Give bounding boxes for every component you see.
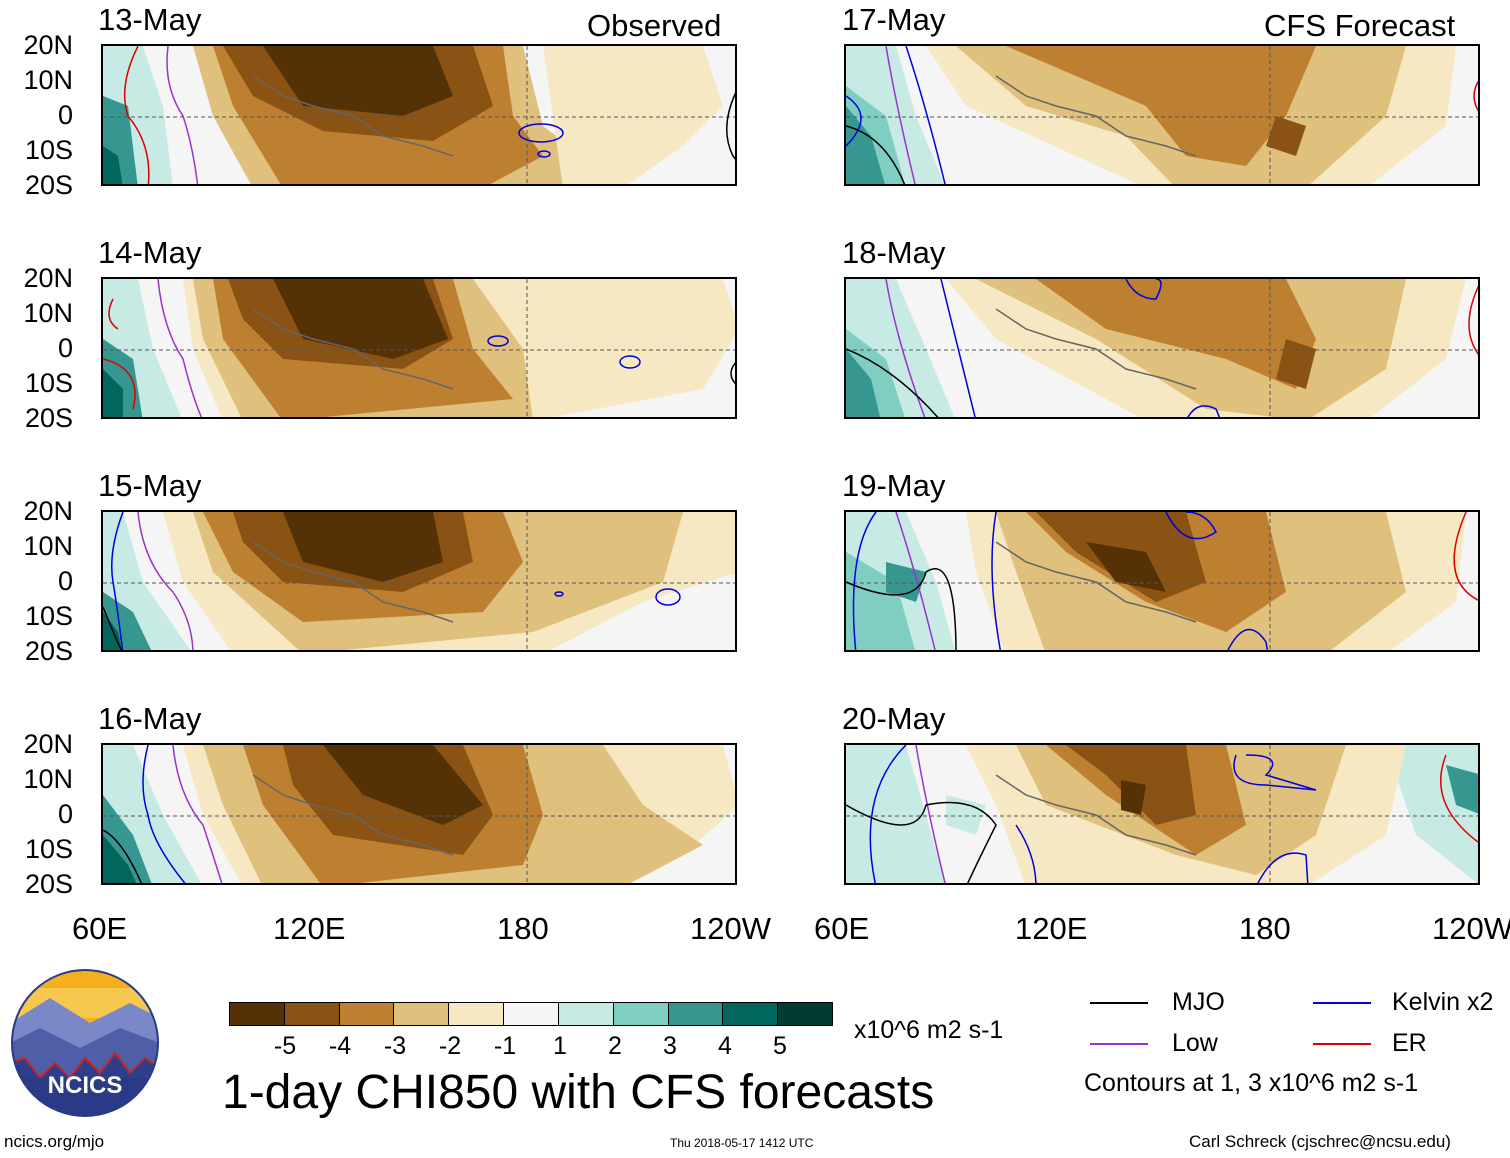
lat-label: 0	[57, 799, 73, 829]
colorbar-units: x10^6 m2 s-1	[854, 1016, 1004, 1044]
colorbar-label: -5	[273, 1032, 297, 1060]
panel-date: 14-May	[98, 235, 202, 270]
panel-date: 17-May	[842, 2, 946, 37]
lat-label: 0	[57, 333, 73, 363]
colorbar-swatch	[668, 1003, 724, 1025]
lon-label: 60E	[814, 911, 870, 946]
colorbar-label: 1	[553, 1032, 567, 1060]
colorbar-label: 2	[608, 1032, 622, 1060]
colorbar-swatch	[504, 1003, 559, 1025]
colorbar-label: 4	[718, 1032, 732, 1060]
lon-label: 180	[1239, 911, 1291, 946]
lat-label: 10S	[24, 135, 73, 165]
lat-label: 20S	[24, 403, 73, 433]
map-panel	[844, 743, 1480, 885]
colorbar-swatch	[394, 1003, 450, 1025]
lon-label: 60E	[72, 911, 128, 946]
colorbar-swatch	[230, 1003, 285, 1025]
legend-line-mjo	[1090, 1002, 1148, 1004]
map-panel	[101, 277, 737, 419]
colorbar-label: -4	[328, 1032, 352, 1060]
map-panel	[844, 44, 1480, 186]
legend-line-low	[1090, 1043, 1148, 1045]
lon-label: 180	[497, 911, 549, 946]
colorbar-swatch	[723, 1003, 779, 1025]
lat-label: 20S	[24, 636, 73, 666]
colorbar-swatch	[449, 1003, 505, 1025]
lat-label: 10N	[23, 764, 73, 794]
lat-label: 20N	[23, 729, 73, 759]
panel-date: 13-May	[98, 2, 202, 37]
ncics-logo: NCICS	[10, 968, 160, 1118]
colorbar-swatch	[558, 1003, 614, 1025]
panel-date: 15-May	[98, 468, 202, 503]
colorbar	[229, 1002, 833, 1026]
map-panel	[101, 743, 737, 885]
panel-date: 20-May	[842, 701, 946, 736]
map-panel	[101, 510, 737, 652]
forecast-label: CFS Forecast	[1264, 8, 1456, 43]
map-panel	[844, 510, 1480, 652]
map-panel	[844, 277, 1480, 419]
legend-label-kelvin: Kelvin x2	[1392, 988, 1494, 1016]
legend-label-mjo: MJO	[1172, 988, 1225, 1016]
website-link[interactable]: ncics.org/mjo	[4, 1132, 105, 1151]
colorbar-swatch	[613, 1003, 669, 1025]
legend-line-er	[1313, 1043, 1371, 1045]
author-credit: Carl Schreck (cjschrec@ncsu.edu)	[1189, 1132, 1451, 1151]
lat-label: 10N	[23, 65, 73, 95]
timestamp: Thu 2018-05-17 1412 UTC	[670, 1136, 814, 1150]
colorbar-label: -1	[493, 1032, 517, 1060]
contour-note: Contours at 1, 3 x10^6 m2 s-1	[1084, 1069, 1419, 1097]
lat-label: 10S	[24, 368, 73, 398]
colorbar-swatch	[339, 1003, 395, 1025]
map-panel	[101, 44, 737, 186]
panel-date: 16-May	[98, 701, 202, 736]
lat-label: 20N	[23, 30, 73, 60]
legend-label-er: ER	[1392, 1029, 1427, 1057]
lat-label: 20N	[23, 263, 73, 293]
lat-label: 10S	[24, 834, 73, 864]
lat-label: 10N	[23, 531, 73, 561]
lon-label: 120E	[1015, 911, 1088, 946]
colorbar-label: 3	[663, 1032, 677, 1060]
lon-label: 120E	[273, 911, 346, 946]
panel-date: 19-May	[842, 468, 946, 503]
lat-label: 0	[57, 100, 73, 130]
colorbar-swatch	[778, 1003, 832, 1025]
lat-label: 10N	[23, 298, 73, 328]
colorbar-swatch	[284, 1003, 340, 1025]
colorbar-label: -3	[383, 1032, 407, 1060]
colorbar-label: -2	[438, 1032, 462, 1060]
logo-text: NCICS	[48, 1072, 123, 1099]
observed-label: Observed	[587, 8, 722, 43]
panel-date: 18-May	[842, 235, 946, 270]
legend-line-kelvin	[1313, 1002, 1371, 1004]
colorbar-label: 5	[773, 1032, 787, 1060]
legend-label-low: Low	[1172, 1029, 1218, 1057]
lat-label: 10S	[24, 601, 73, 631]
lat-label: 20S	[24, 170, 73, 200]
lat-label: 20S	[24, 869, 73, 899]
lat-label: 20N	[23, 496, 73, 526]
lat-label: 0	[57, 566, 73, 596]
chart-title: 1-day CHI850 with CFS forecasts	[222, 1066, 935, 1119]
lon-label: 120W	[690, 911, 771, 946]
lon-label: 120W	[1432, 911, 1510, 946]
